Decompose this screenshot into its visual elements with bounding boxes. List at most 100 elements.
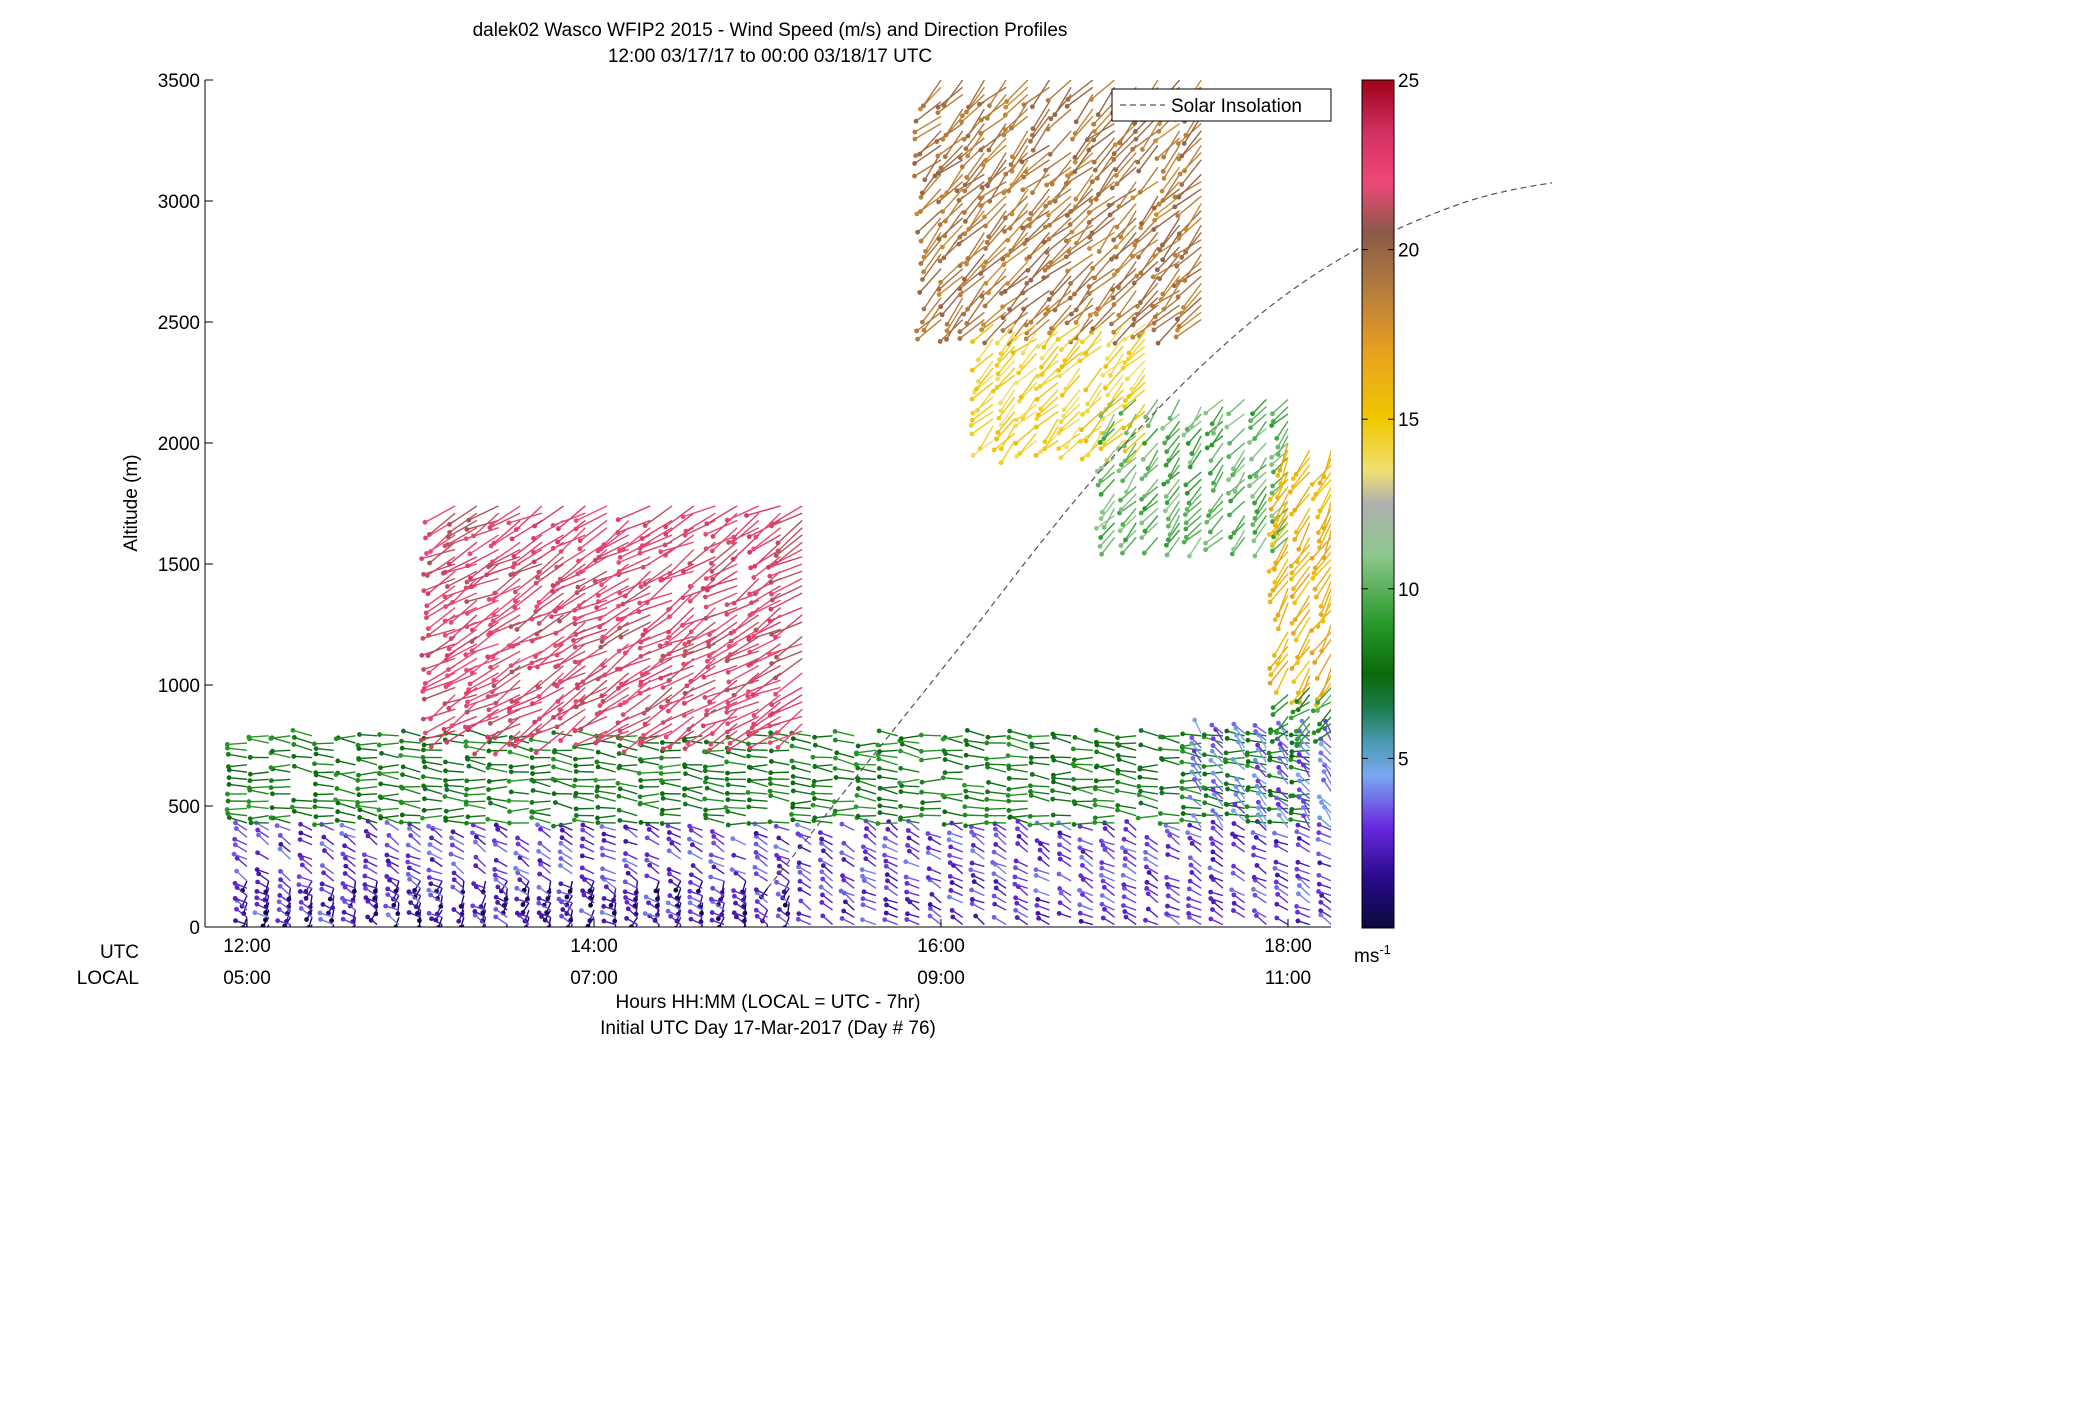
wind-barb-head	[398, 799, 404, 805]
wind-barb-shaft	[834, 730, 855, 737]
wind-barb-head	[407, 876, 412, 882]
wind-barb-shaft	[1536, 804, 1548, 813]
wind-barb-head	[1234, 776, 1240, 782]
wind-barb-head	[984, 820, 989, 826]
wind-barb-head	[277, 833, 283, 838]
wind-barb-head	[947, 894, 952, 900]
wind-barb-head	[1210, 825, 1216, 831]
wind-barb-head	[1513, 857, 1518, 862]
wind-barb-head	[255, 850, 260, 856]
wind-barb-head	[877, 803, 883, 809]
wind-barb-head	[405, 853, 411, 859]
wind-barb-head	[984, 806, 990, 812]
wind-barb-head	[1071, 777, 1076, 782]
wind-barb-head	[595, 804, 601, 810]
wind-barb-shaft	[727, 798, 746, 802]
wind-barb-shaft	[1031, 761, 1050, 766]
wind-barb-shaft	[727, 810, 746, 817]
wind-barb-head	[1449, 877, 1454, 882]
wind-barb-shaft	[1226, 737, 1245, 744]
wind-barb-shaft	[884, 845, 898, 853]
wind-barb-head	[746, 753, 751, 759]
wind-barb-shaft	[662, 781, 681, 788]
wind-barb-head	[246, 803, 252, 809]
wind-barb-head	[1164, 828, 1170, 834]
wind-barb-head	[877, 774, 882, 780]
wind-barb-shaft	[423, 785, 443, 788]
wind-barb-head	[682, 762, 687, 768]
wind-barb-head	[335, 800, 341, 806]
wind-barb-head	[493, 894, 499, 900]
wind-barb-shaft	[1430, 774, 1440, 785]
wind-barb-head	[1273, 859, 1279, 865]
wind-barb-head	[795, 831, 801, 837]
wind-barb-shaft	[1236, 778, 1246, 792]
wind-barb-shaft	[554, 779, 573, 788]
wind-barb-head	[1050, 788, 1055, 794]
wind-barb-head	[1078, 873, 1084, 879]
wind-barb-head	[1102, 847, 1108, 852]
wind-barb-head	[268, 778, 274, 784]
wind-barb-head	[637, 801, 643, 807]
wind-barb-head	[559, 913, 565, 919]
wind-barb-head	[313, 770, 319, 776]
wind-barb-shaft	[1496, 744, 1505, 756]
wind-barb-head	[768, 730, 774, 736]
wind-barb-head	[1537, 735, 1542, 740]
wind-barb-head	[507, 809, 512, 814]
wind-barb-shaft	[1431, 829, 1440, 837]
wind-barb-head	[1321, 769, 1327, 775]
wind-barb-head	[689, 842, 695, 848]
wind-barb-shaft	[1232, 758, 1246, 771]
wind-barb-head	[1426, 767, 1431, 772]
wind-barb-shaft	[380, 797, 399, 802]
wind-barb-head	[1426, 834, 1431, 839]
wind-barb-shaft	[1455, 787, 1462, 798]
wind-barb-shaft	[574, 730, 595, 737]
wind-barb-head	[708, 852, 714, 858]
wind-barb-head	[1231, 892, 1237, 898]
wind-barb-shaft	[1193, 719, 1202, 734]
wind-barb-shaft	[1344, 765, 1353, 776]
wind-barb-shaft	[857, 742, 877, 747]
wind-barb-head	[464, 820, 469, 826]
wind-barb-shaft	[900, 818, 920, 824]
wind-barb-head	[1056, 910, 1062, 916]
wind-barb-head	[1518, 719, 1523, 724]
wind-barb-head	[355, 803, 360, 809]
wind-barb-head	[263, 910, 268, 916]
wind-barb-shaft	[1429, 762, 1440, 770]
wind-barb-head	[1157, 821, 1163, 826]
wind-barb-shaft	[663, 797, 681, 802]
wind-barb-shaft	[1497, 817, 1504, 828]
wind-barb-shaft	[248, 735, 269, 738]
wind-barb-shaft	[1212, 772, 1224, 785]
wind-barb-head	[1159, 756, 1164, 761]
wind-barb-shaft	[423, 742, 443, 746]
wind-barb-head	[1428, 786, 1433, 791]
wind-barb-head	[659, 811, 665, 817]
wind-barb-shaft	[489, 735, 508, 740]
wind-barb-head	[970, 842, 976, 848]
wind-barb-head	[340, 881, 346, 886]
wind-barb-shaft	[1517, 788, 1527, 799]
wind-barb-head	[1186, 903, 1191, 909]
wind-barb-head	[1495, 807, 1500, 812]
wind-barb-head	[529, 815, 535, 820]
wind-barb-head	[339, 831, 345, 836]
wind-barb-head	[920, 800, 926, 805]
wind-barb-shaft	[445, 732, 464, 737]
wind-barb-head	[1490, 882, 1495, 887]
wind-barb-head	[1274, 795, 1279, 801]
wind-barb-shaft	[1431, 817, 1439, 828]
wind-barb-head	[819, 840, 824, 846]
wind-barb-head	[919, 806, 925, 812]
wind-barb-head	[940, 775, 946, 781]
wind-barb-head	[1426, 859, 1431, 864]
wind-barb-head	[812, 742, 818, 748]
wind-barb-head	[864, 826, 869, 831]
wind-barb-head	[1223, 801, 1229, 807]
wind-barb-head	[991, 871, 997, 877]
wind-barb-head	[753, 887, 759, 893]
wind-barb-shaft	[944, 771, 963, 774]
